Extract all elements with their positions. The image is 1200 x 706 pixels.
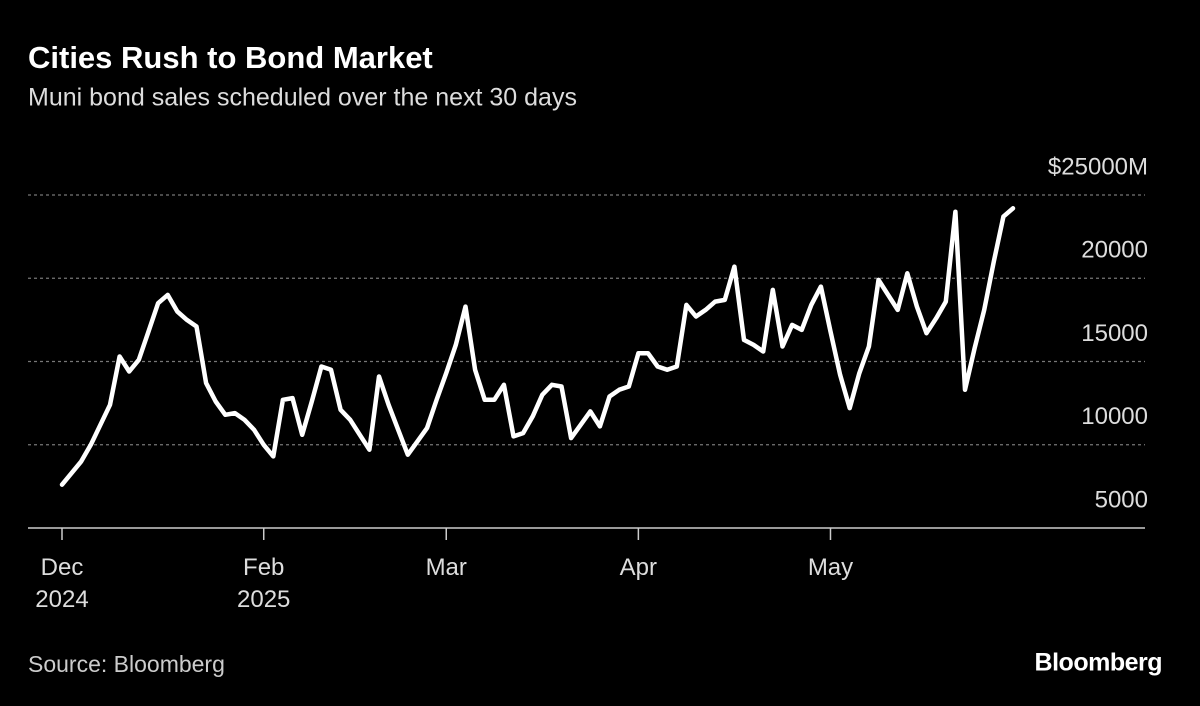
x-tick-label: Apr (619, 554, 658, 581)
x-tick-label: Mar (425, 554, 467, 581)
y-tick-label: 5000 (1095, 486, 1148, 513)
y-tick-label: 15000 (1081, 320, 1148, 347)
x-tick-label: Feb 2025 (237, 554, 291, 613)
x-tick-label: Dec 2024 (35, 554, 89, 613)
source: Source: Bloomberg (28, 651, 225, 677)
y-tick-label: $25000M (1048, 153, 1148, 180)
brand: Bloomberg (1035, 649, 1162, 677)
chart-subtitle: Muni bond sales scheduled over the next … (28, 84, 577, 112)
x-tick-label: May (807, 554, 854, 581)
y-tick-label: 10000 (1081, 403, 1148, 430)
y-tick-label: 20000 (1081, 237, 1148, 264)
chart-title: Cities Rush to Bond Market (28, 40, 433, 75)
line-series (59, 206, 1016, 487)
